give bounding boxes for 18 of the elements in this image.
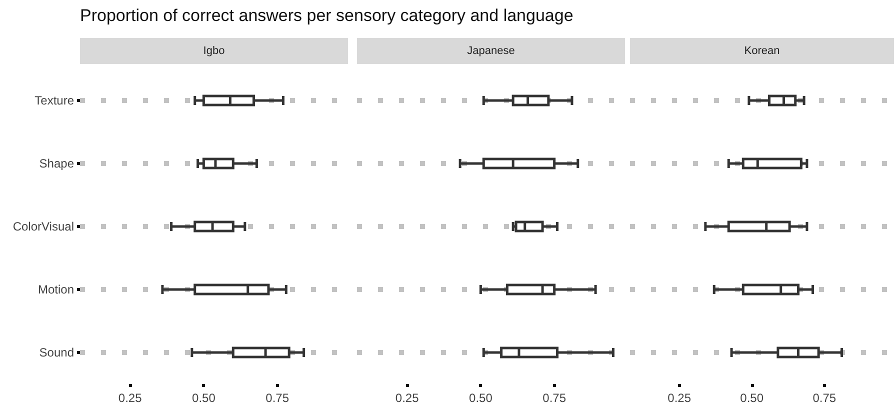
y-tick-label: Sound [39,346,74,360]
y-tick-label: Shape [39,156,74,170]
chart-title: Proportion of correct answers per sensory category and language [80,6,574,26]
x-tick-label: 0.25 [668,391,692,405]
y-tick-label: Motion [38,282,74,296]
x-tick-label: 0.50 [469,391,493,405]
x-tick-label: 0.25 [395,391,420,405]
x-tick-label: 0.50 [740,391,764,405]
y-tick-label: ColorVisual [12,220,74,234]
chart-subtitle: Igbo [203,45,225,57]
x-tick-label: 0.75 [812,391,836,405]
x-tick-label: 0.25 [118,391,142,405]
chart-subtitle: Japanese [467,45,515,57]
chart-subtitle: Korean [744,45,780,57]
x-tick-label: 0.75 [542,391,566,405]
x-tick-label: 0.75 [266,391,290,405]
x-tick-label: 0.50 [192,391,216,405]
y-tick-label: Texture [34,94,74,108]
